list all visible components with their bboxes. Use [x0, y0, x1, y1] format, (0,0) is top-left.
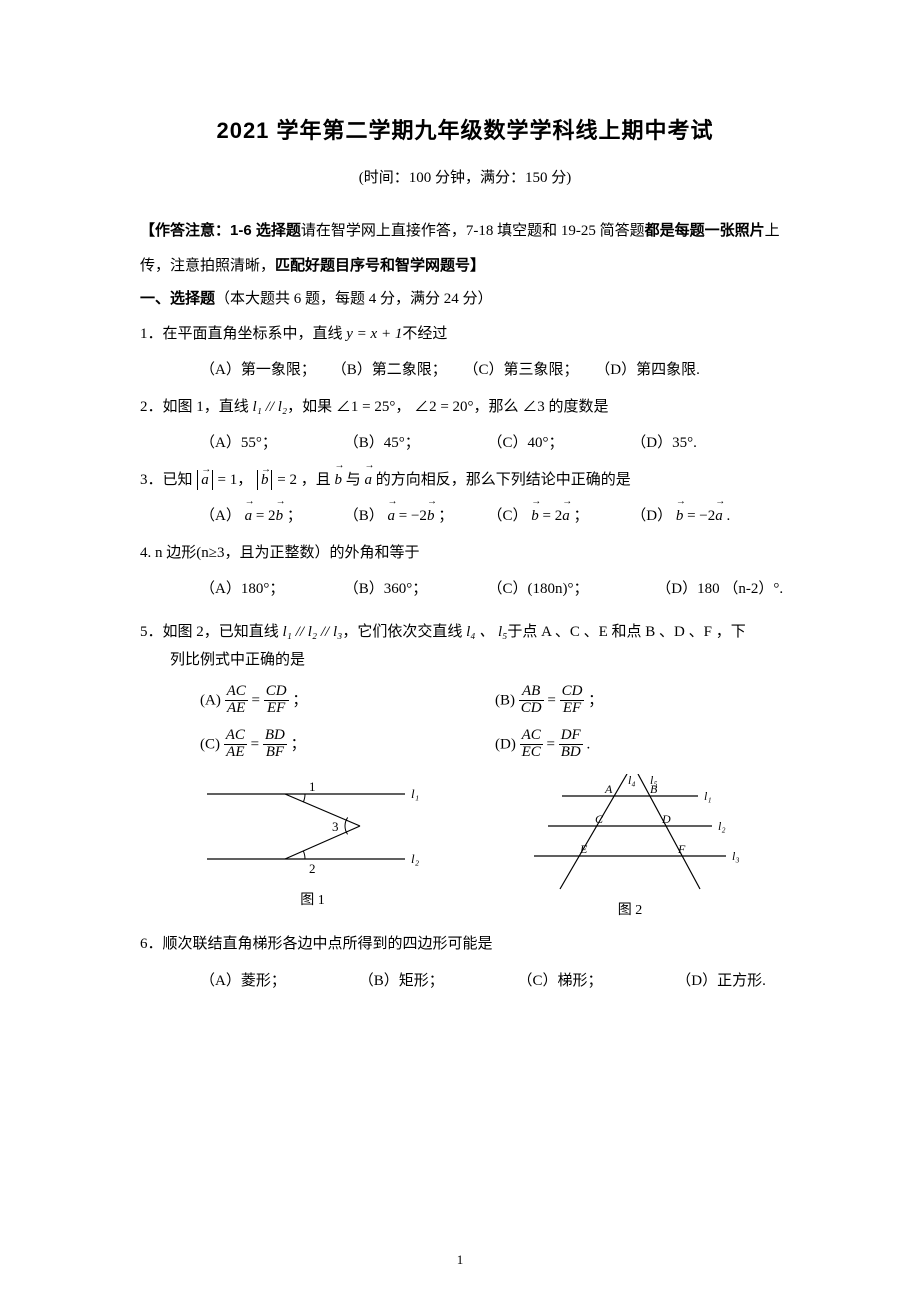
exam-page: 2021 学年第二学期九年级数学学科线上期中考试 (时间：100 分钟，满分：1…	[0, 0, 920, 1303]
q5-opt-a: (A) ACAE = CDEF ；	[200, 679, 495, 724]
question-4: 4. n 边形(n≥3，且为正整数）的外角和等于 （A）180°； （B）360…	[140, 539, 790, 604]
section-1-desc: （本大题共 6 题，每题 4 分，满分 24 分）	[215, 291, 493, 307]
svg-text:l₂: l₂	[411, 851, 420, 866]
q1-choices: （A）第一象限； （B）第二象限； （C）第三象限； （D）第四象限.	[140, 356, 790, 385]
q2-stem-b: ，如果 ∠1 = 25°， ∠2 = 20°，那么 ∠3 的度数是	[287, 399, 608, 415]
q4-opt-a: （A）180°；	[200, 575, 340, 604]
q3-opt-b: （B） a = −2b ；	[344, 502, 484, 531]
q6-opt-c: （C）梯形；	[518, 967, 673, 996]
q5-stem-b: ，它们依次交直线	[342, 624, 462, 640]
q5-opt-c: (C) ACAE = BDBF ；	[200, 723, 495, 768]
q3-stem-a: 3．已知	[140, 472, 193, 488]
q5-stem-d: 列比例式中正确的是	[140, 646, 790, 675]
exam-subtitle: (时间：100 分钟，满分：150 分)	[140, 164, 790, 193]
question-1: 1．在平面直角坐标系中，直线 y = x + 1不经过 （A）第一象限； （B）…	[140, 320, 790, 385]
q3-va2: a	[364, 466, 372, 495]
question-2: 2．如图 1，直线 l₁ // l₂，如果 ∠1 = 25°， ∠2 = 20°…	[140, 393, 790, 458]
q3-stem-b: 与	[346, 472, 361, 488]
q5-stem-c: 于点 A 、C 、E 和点 B 、D 、F ，下	[507, 624, 745, 640]
q3-va1: a	[201, 470, 209, 490]
figure-1: 1 2 3 l₁ l₂ 图 1	[195, 774, 430, 925]
svg-text:F: F	[677, 842, 686, 856]
svg-text:3: 3	[332, 819, 339, 834]
svg-text:l₄: l₄	[628, 774, 636, 787]
figure-2: l₄l₅l₁ABl₂CDl₃EF 图 2	[500, 774, 760, 925]
svg-text:l₁: l₁	[704, 789, 712, 803]
instr-bold-2: 都是每题一张照片	[645, 222, 765, 239]
q3-choices: （A） a = 2b ； （B） a = −2b ； （C） b = 2a ； …	[140, 502, 790, 531]
q1-opt-d: （D）第四象限.	[595, 356, 700, 385]
q5-opt-d: (D) ACEC = DFBD .	[495, 723, 790, 768]
question-5: 5．如图 2，已知直线 l₁ // l₂ // l₃，它们依次交直线 l₄ 、 …	[140, 618, 790, 768]
q2-opt-d: （D）35°.	[631, 429, 697, 458]
svg-text:l₃: l₃	[732, 849, 740, 863]
svg-text:l₂: l₂	[718, 819, 726, 833]
q1-stem-b: 不经过	[402, 326, 447, 342]
exam-title: 2021 学年第二学期九年级数学学科线上期中考试	[140, 110, 790, 152]
q3-eqa: = 1，	[218, 472, 253, 488]
q3-opt-a: （A） a = 2b ；	[200, 502, 340, 531]
q3-vb2: b	[334, 466, 342, 495]
q6-opt-b: （B）矩形；	[359, 967, 514, 996]
figure-2-svg: l₄l₅l₁ABl₂CDl₃EF	[500, 774, 760, 894]
q5-opt-b: (B) ABCD = CDEF ；	[495, 679, 790, 724]
q1-stem-a: 1．在平面直角坐标系中，直线	[140, 326, 346, 342]
q4-opt-b: （B）360°；	[344, 575, 484, 604]
q6-opt-d: （D）正方形.	[676, 967, 766, 996]
q6-opt-a: （A）菱形；	[200, 967, 355, 996]
page-number: 1	[0, 1248, 920, 1273]
instructions: 【作答注意：1-6 选择题请在智学网上直接作答，7-18 填空题和 19-25 …	[140, 214, 790, 283]
figure-1-caption: 图 1	[195, 888, 430, 915]
section-1-label: 一、选择题	[140, 290, 215, 307]
question-6: 6．顺次联结直角梯形各边中点所得到的四边形可能是 （A）菱形； （B）矩形； （…	[140, 930, 790, 995]
svg-text:C: C	[595, 812, 604, 826]
q5-choices: (A) ACAE = CDEF ； (B) ABCD = CDEF ； (C)	[140, 679, 790, 768]
q2-opt-b: （B）45°；	[344, 429, 484, 458]
q5-stem-a: 5．如图 2，已知直线	[140, 624, 279, 640]
q5-rel: l₁ // l₂ // l₃	[279, 624, 343, 640]
q2-rel: l₁ // l₂	[249, 399, 287, 415]
svg-text:D: D	[661, 812, 671, 826]
svg-text:E: E	[579, 842, 588, 856]
figure-row: 123l₁l₂ 图 1 l₄l₅l₁ABl₂CDl₃EF 图 2	[140, 774, 790, 925]
svg-text:l₁: l₁	[411, 786, 419, 801]
q2-choices: （A）55°； （B）45°； （C）40°； （D）35°.	[140, 429, 790, 458]
q2-stem-a: 2．如图 1，直线	[140, 399, 249, 415]
q3-stem-c: 的方向相反，那么下列结论中正确的是	[376, 472, 631, 488]
q6-stem: 6．顺次联结直角梯形各边中点所得到的四边形可能是	[140, 936, 493, 952]
svg-text:B: B	[650, 782, 658, 796]
q1-opt-b: （B）第二象限；	[332, 356, 460, 385]
instr-bold-1: 【作答注意：1-6 选择题	[140, 222, 301, 239]
q2-opt-a: （A）55°；	[200, 429, 340, 458]
q5-l45: l₄ 、 l₅	[462, 624, 507, 640]
q2-opt-c: （C）40°；	[488, 429, 628, 458]
q3-eqb: = 2 ，且	[277, 472, 330, 488]
q1-eq: y = x + 1	[346, 326, 402, 342]
svg-text:2: 2	[309, 861, 316, 876]
section-1-head: 一、选择题（本大题共 6 题，每题 4 分，满分 24 分）	[140, 285, 790, 314]
q3-opt-d: （D） b = −2a .	[631, 502, 730, 531]
figure-1-svg: 1 2 3 l₁ l₂	[195, 774, 430, 884]
q3-opt-c: （C） b = 2a ；	[488, 502, 628, 531]
q3-vb1: b	[261, 470, 269, 490]
svg-text:A: A	[604, 782, 613, 796]
q4-opt-d: （D）180 （n-2）°.	[656, 575, 783, 604]
q4-stem: 4. n 边形(n≥3，且为正整数）的外角和等于	[140, 545, 419, 561]
svg-text:1: 1	[309, 779, 316, 794]
instr-bold-3: 匹配好题目序号和智学网题号】	[275, 257, 485, 274]
figure-2-caption: 图 2	[500, 898, 760, 925]
q1-opt-c: （C）第三象限；	[464, 356, 592, 385]
question-3: 3．已知 a = 1， b = 2 ，且 b 与 a 的方向相反，那么下列结论中…	[140, 466, 790, 531]
q4-opt-c: （C）(180n)°；	[488, 575, 653, 604]
q6-choices: （A）菱形； （B）矩形； （C）梯形； （D）正方形.	[140, 967, 790, 996]
q1-opt-a: （A）第一象限；	[200, 356, 328, 385]
q4-choices: （A）180°； （B）360°； （C）(180n)°； （D）180 （n-…	[140, 575, 790, 604]
instr-plain-1: 请在智学网上直接作答，7-18 填空题和 19-25 简答题	[301, 223, 645, 239]
